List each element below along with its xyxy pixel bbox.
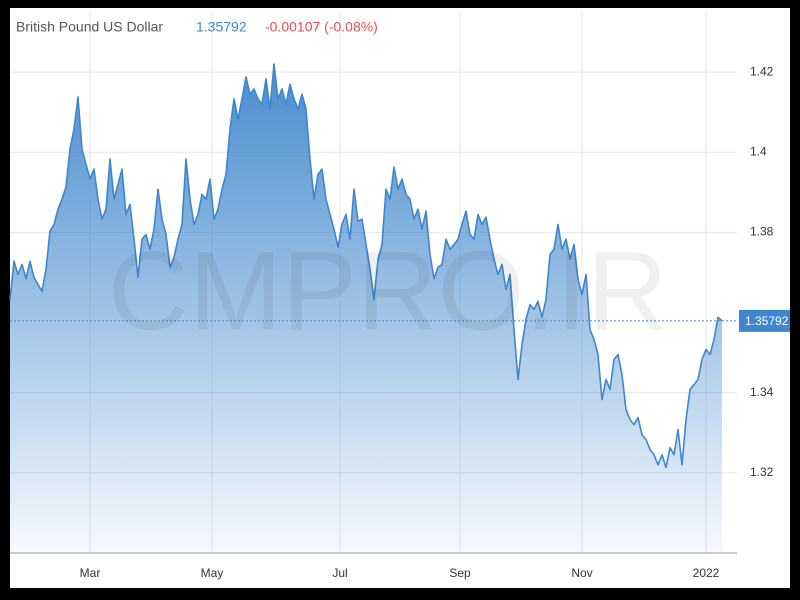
price-change: -0.00107 (-0.08%) — [265, 19, 378, 35]
last-price-label: 1.35792 — [745, 314, 789, 328]
price-line — [9, 63, 723, 469]
y-tick-label: 1.32 — [750, 465, 774, 479]
x-tick-label: Nov — [571, 566, 592, 580]
x-tick-label: Jul — [332, 566, 347, 580]
chart-title: British Pound US Dollar — [16, 19, 163, 35]
y-tick-label: 1.38 — [750, 225, 774, 239]
x-tick-label: 2022 — [693, 566, 720, 580]
x-tick-label: Mar — [80, 566, 101, 580]
watermark: CMPRO.IR — [108, 229, 668, 354]
last-price-box — [739, 309, 790, 332]
y-tick-label: 1.4 — [750, 144, 767, 158]
price: 1.35792 — [196, 19, 247, 35]
y-tick-label: 1.34 — [750, 385, 774, 399]
x-tick-label: Sep — [449, 566, 471, 580]
x-tick-label: May — [201, 566, 224, 580]
y-tick-label: 1.42 — [750, 64, 774, 78]
